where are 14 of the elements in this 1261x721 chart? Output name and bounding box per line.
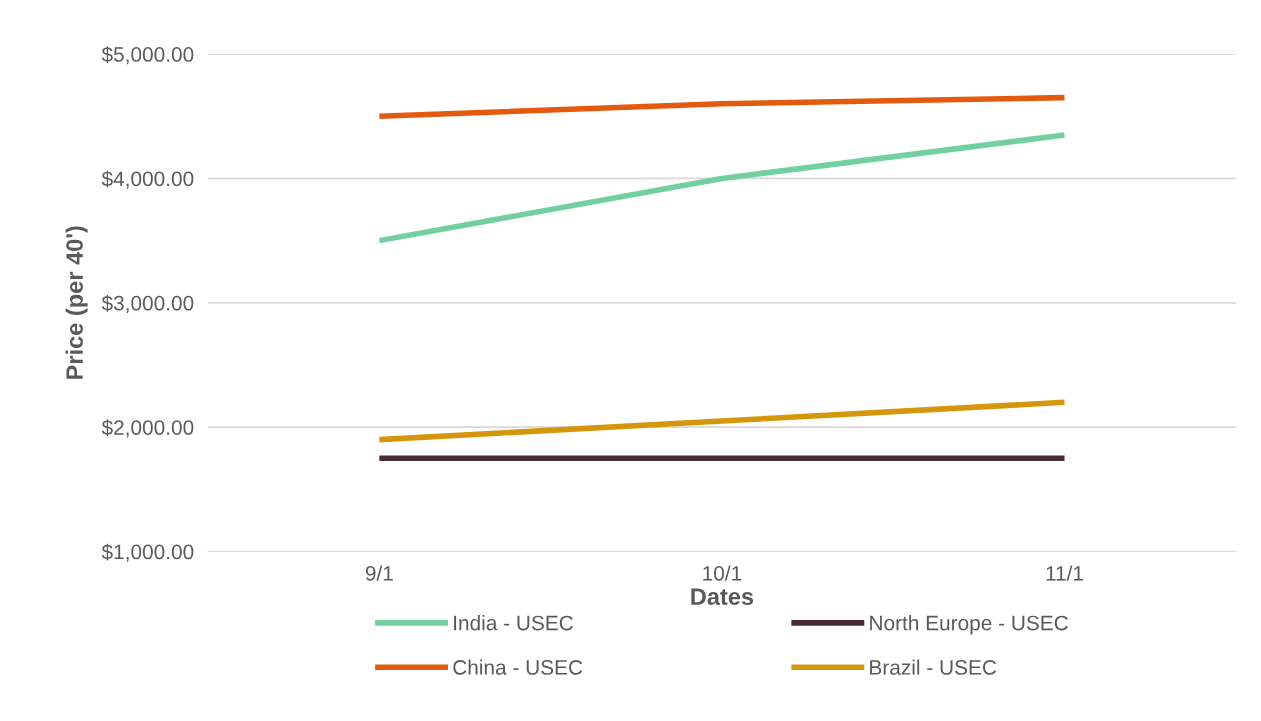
y-tick-label: $1,000.00 [101,543,194,562]
legend-label: Brazil - USEC [870,659,997,675]
y-tick-label: $4,000.00 [101,170,194,189]
x-tick-label: 9/1 [365,565,393,581]
legend-label: China - USEC [453,659,583,675]
y-axis-title: Price (per 40') [65,226,88,379]
y-tick-label: $2,000.00 [101,419,194,438]
x-axis-title: Dates [691,588,754,605]
y-tick-label: $3,000.00 [101,294,194,314]
x-tick-label: 11/1 [1046,565,1083,581]
legend-label: North Europe - USEC [870,615,1068,635]
x-tick-label: 10/1 [703,565,742,581]
legend-label: India - USEC [454,615,573,631]
y-tick-label: $5,000.00 [101,46,194,65]
